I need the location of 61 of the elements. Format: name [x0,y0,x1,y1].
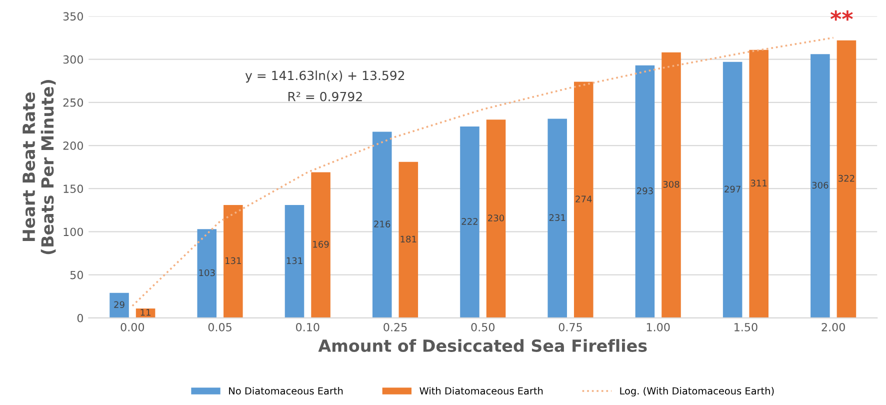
y-tick-label: 250 [63,98,83,107]
x-tick-label: 0.25 [384,322,407,332]
bar [749,50,768,318]
data-label: 308 [663,180,680,188]
legend-label: Log. (With Diatomaceous Earth) [620,387,774,396]
y-axis-title: Heart Beat Rate (Beats Per Minute) [22,80,56,254]
data-label: 103 [199,269,215,276]
bar [548,118,567,318]
data-label: 322 [838,174,854,182]
data-label: 297 [724,186,740,193]
y-tick-label: 300 [63,55,83,64]
data-label: 181 [400,236,416,243]
x-tick-label: 1.00 [646,322,670,332]
legend-label: With Diatomaceous Earth [420,387,543,395]
data-label: 11 [140,309,150,316]
y-tick-label: 50 [70,270,83,280]
bar [110,292,129,318]
data-label: 131 [226,257,241,264]
legend-label: No Diatomaceous Earth [229,387,343,395]
y-tick-label: 150 [64,184,83,193]
bar [197,229,217,318]
data-label: 231 [549,214,566,221]
data-label: 169 [313,240,329,248]
data-label: 131 [286,257,302,264]
bar [722,62,742,318]
y-tick-label: 100 [64,228,83,236]
bar [372,132,392,318]
x-axis-title: Amount of Desiccated Sea Fireflies [318,339,647,352]
bar [486,120,506,318]
bar [574,82,594,318]
bar [224,204,243,318]
annotation: y = 141.63ln(x) + 13.592 [245,70,404,83]
bar [311,172,330,318]
y-tick-label: 350 [63,12,83,21]
data-label: 311 [750,180,767,186]
data-label: 222 [462,218,478,225]
data-label: 274 [576,196,592,202]
annotation: R² = 0.9792 [288,92,362,102]
y-tick-label: 0 [77,314,83,322]
line-series [132,36,834,307]
bar [836,40,856,318]
x-tick-label: 0.75 [558,322,582,332]
bar [460,126,480,318]
x-tick-label: 1.50 [734,322,758,332]
bar [810,54,830,318]
annotation: ** [830,10,853,21]
y-tick-label: 200 [63,141,83,150]
x-tick-label: 2.00 [822,322,845,332]
x-tick-label: 0.05 [208,322,232,332]
data-label: 293 [637,187,653,194]
data-label: 306 [812,182,828,189]
x-tick-label: 0.10 [296,322,320,332]
bar [398,162,418,318]
x-tick-label: 0.50 [471,322,494,332]
data-label: 216 [374,220,390,228]
data-label: 230 [488,214,504,222]
bar [635,65,655,318]
x-tick-label: 0.00 [120,322,144,332]
data-label: 29 [114,301,124,308]
bar [662,52,681,318]
bar [284,204,304,318]
